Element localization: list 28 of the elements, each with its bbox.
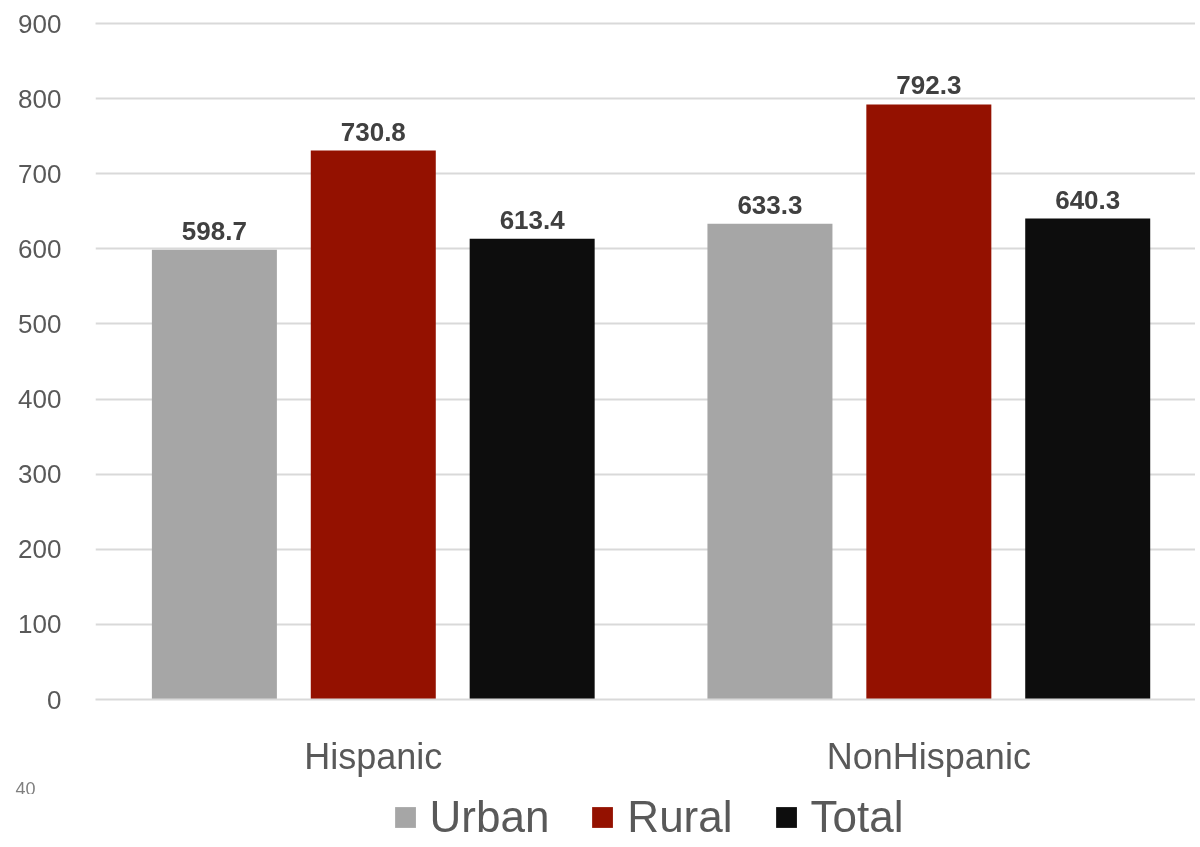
y-tick-label: 300	[18, 459, 62, 490]
data-label: 792.3	[896, 70, 962, 101]
bar	[469, 238, 595, 700]
text: 40	[15, 778, 36, 799]
legend-label: Urban	[429, 793, 550, 842]
x-tick-label: NonHispanic	[826, 735, 1031, 777]
data-label: 633.3	[737, 189, 803, 220]
bar	[707, 223, 833, 700]
data-label: 730.8	[340, 116, 406, 147]
y-tick-label: 400	[18, 384, 62, 415]
x-tick-label: Hispanic	[304, 735, 443, 777]
data-label: 598.7	[181, 215, 247, 246]
y-tick-label: 0	[47, 684, 62, 715]
y-tick-label: 100	[18, 609, 62, 640]
y-tick-label: 900	[18, 8, 62, 39]
bar	[866, 104, 992, 700]
data-label: 613.4	[499, 204, 566, 235]
y-tick-label: 600	[18, 233, 62, 264]
y-tick-label: 800	[18, 83, 62, 114]
y-tick-label: 500	[18, 308, 62, 339]
bar	[1025, 218, 1151, 700]
data-label: 640.3	[1055, 184, 1121, 215]
legend-label: Total	[810, 793, 904, 842]
bar	[151, 249, 277, 700]
y-tick-label: 200	[18, 534, 62, 565]
legend-label: Rural	[627, 793, 733, 842]
bar	[310, 150, 436, 700]
y-tick-label: 700	[18, 158, 62, 189]
